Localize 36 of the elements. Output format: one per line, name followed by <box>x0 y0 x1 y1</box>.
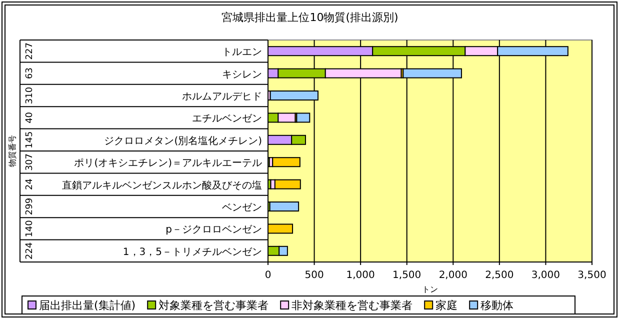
legend-label: 対象業種を営む事業者 <box>158 299 269 312</box>
y2-tick-label: 307 <box>25 154 35 171</box>
x-tick-label: 2,000 <box>438 270 468 281</box>
y-tick-label: エチルベンゼン <box>192 114 262 125</box>
legend-label: 届出排出量(集計値) <box>39 299 136 312</box>
y-tick-label: ジクロロメタン(別名塩化メチレン) <box>104 134 262 147</box>
legend-label: 移動体 <box>480 299 514 312</box>
x-tick-label: 3,000 <box>531 270 560 281</box>
y-tick-label: ホルムアルデヒド <box>182 92 262 102</box>
y2-tick-label: 224 <box>25 242 35 260</box>
y2-tick-label: 140 <box>25 220 35 238</box>
x-tick-label: 2,500 <box>485 270 514 281</box>
x-tick-label: 1,000 <box>346 270 375 281</box>
y-tick-label: ポリ(オキシエチレン)＝アルキルエーテル <box>74 158 262 170</box>
y2-tick-label: 63 <box>25 68 35 80</box>
chart-title: 宮城県排出量上位10物質(排出源別) <box>222 11 398 24</box>
y-tick-label: 1，3，5－トリメチルベンゼン <box>122 246 262 258</box>
legend-label: 家庭 <box>436 299 458 312</box>
x-tick-label: 1,500 <box>392 270 422 281</box>
y-tick-label: ベンゼン <box>222 202 262 214</box>
y-tick-label: p－ジクロロベンゼン <box>166 224 262 236</box>
text: 物質番号 <box>8 135 17 167</box>
x-tick-label: 0 <box>264 270 272 281</box>
legend-label: 非対象業種を営む事業者 <box>292 299 413 312</box>
y2-tick-label: 145 <box>25 131 35 148</box>
y2-tick-label: 227 <box>25 42 35 60</box>
y-tick-label: トルエン <box>222 47 262 58</box>
y2-tick-label: 299 <box>25 198 35 216</box>
y2-tick-label: 40 <box>25 112 35 124</box>
x-tick-label: 500 <box>304 270 324 281</box>
x-axis-title: トン <box>422 285 438 294</box>
y2-tick-label: 310 <box>25 86 35 104</box>
y-tick-label: 直鎖アルキルベンゼンスルホン酸及びその塩 <box>62 179 262 192</box>
x-tick-label: 3,500 <box>578 270 606 281</box>
y-tick-label: キシレン <box>222 69 262 80</box>
y2-tick-label: 24 <box>25 178 35 190</box>
